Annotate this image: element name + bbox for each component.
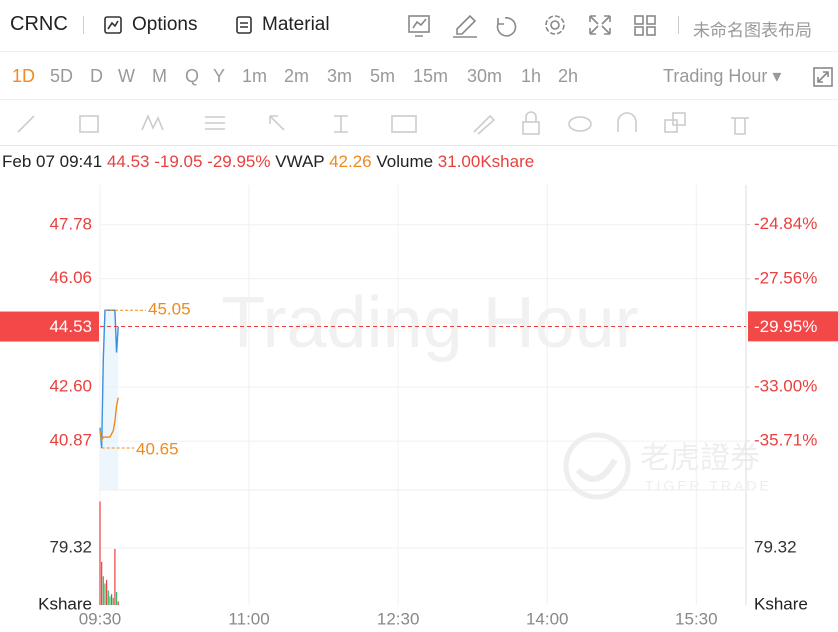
layout-icon[interactable] <box>634 15 656 36</box>
volume-bar <box>101 561 103 605</box>
quote-change: -19.05 <box>154 152 203 171</box>
period-option[interactable]: D <box>90 66 103 86</box>
draw-icon[interactable] <box>453 14 477 38</box>
volume-value: 31.00Kshare <box>437 152 535 171</box>
symbol[interactable]: CRNC <box>10 13 68 35</box>
current-pct-label: -29.95% <box>754 317 817 336</box>
volume-unit: Kshare <box>754 594 808 613</box>
vwap-value: 42.26 <box>329 152 372 171</box>
price-line <box>99 309 119 449</box>
x-tick-label: 09:30 <box>79 609 122 628</box>
x-tick-label: 12:30 <box>377 609 420 628</box>
volume-bar <box>109 596 111 605</box>
fullscreen-icon[interactable] <box>589 15 611 35</box>
period-option[interactable]: 1D <box>12 66 36 86</box>
session-label: Trading Hour <box>663 66 768 86</box>
chart-icon[interactable] <box>408 15 430 37</box>
period-option[interactable]: 15m <box>413 66 449 86</box>
y-tick-label: 46.06 <box>49 268 92 287</box>
period-option[interactable]: 2m <box>284 66 310 86</box>
settings-icon[interactable] <box>545 15 565 35</box>
options-button[interactable]: Options <box>132 14 198 35</box>
options-icon <box>104 16 122 34</box>
period-option[interactable]: M <box>152 66 167 86</box>
session-select[interactable]: Trading Hour ▾ <box>663 66 782 86</box>
low-label: 40.65 <box>136 440 179 459</box>
drawing-tools <box>0 100 838 146</box>
toolbar-icons <box>408 14 656 38</box>
expand-icon[interactable] <box>813 67 833 87</box>
layout-name[interactable]: 未命名图表布局 <box>693 21 812 40</box>
material-button[interactable]: Material <box>262 14 330 35</box>
quote-time: Feb 07 09:41 <box>2 152 103 171</box>
current-price-box <box>0 311 99 342</box>
volume-unit: Kshare <box>38 594 92 613</box>
period-option[interactable]: 1m <box>242 66 268 86</box>
volume-bar <box>107 590 109 605</box>
period-option[interactable]: Q <box>185 66 200 86</box>
y2-tick-label: -33.00% <box>754 377 817 396</box>
quote-change-pct: -29.95% <box>207 152 271 171</box>
brand-en: TIGER TRADE <box>645 478 772 494</box>
watermark: Trading Hour <box>221 283 639 363</box>
current-price-label: 44.53 <box>49 317 92 336</box>
vwap-label: VWAP <box>275 152 325 171</box>
period-option[interactable]: W <box>118 66 135 86</box>
brand-logo: 老虎證券 TIGER TRADE <box>563 432 772 500</box>
y2-tick-label: -27.56% <box>754 268 817 287</box>
volume-bar <box>102 576 104 605</box>
volume-tick-label: 79.32 <box>49 537 92 556</box>
period-option[interactable]: 5m <box>370 66 396 86</box>
drawing-tool-icons <box>17 111 749 135</box>
reset-icon[interactable] <box>496 17 517 37</box>
x-tick-label: 15:30 <box>675 609 718 628</box>
vwap-line <box>99 397 119 443</box>
y-tick-label: 42.60 <box>49 376 92 395</box>
y2-tick-label: -35.71% <box>754 431 817 450</box>
separator <box>678 16 679 34</box>
separator <box>83 16 84 34</box>
quote-line: Feb 07 09:41 44.53 -19.05 -29.95% VWAP 4… <box>2 152 838 180</box>
volume-bar <box>110 594 113 605</box>
volume-bar <box>115 592 118 605</box>
volume-bar <box>106 579 108 605</box>
high-label: 45.05 <box>148 300 191 319</box>
volume-bar <box>117 601 119 605</box>
top-toolbar: CRNC Options Material 未命名图表布局 <box>0 0 838 52</box>
volume-label: Volume <box>376 152 434 171</box>
volume-bar <box>104 583 106 605</box>
period-option[interactable]: 30m <box>467 66 503 86</box>
y-tick-label: 40.87 <box>49 431 92 450</box>
brand-cn: 老虎證券 <box>640 442 760 475</box>
period-option[interactable]: 3m <box>327 66 353 86</box>
period-option[interactable]: Y <box>213 66 226 86</box>
period-option[interactable]: 1h <box>521 66 542 86</box>
period-option[interactable]: 2h <box>558 66 579 86</box>
volume-bar <box>114 548 116 605</box>
volume-tick-label: 79.32 <box>754 537 797 556</box>
material-icon <box>236 16 252 34</box>
period-option[interactable]: 5D <box>50 66 74 86</box>
price-area <box>100 310 119 490</box>
y2-tick-label: -24.84% <box>754 214 817 233</box>
current-pct-box <box>748 311 838 342</box>
quote-price: 44.53 <box>106 152 150 171</box>
volume-bar <box>112 597 114 605</box>
y-tick-label: 47.78 <box>49 214 92 233</box>
x-tick-label: 14:00 <box>526 609 569 628</box>
volume-bar <box>99 501 101 605</box>
x-tick-label: 11:00 <box>228 609 269 628</box>
period-bar: Trading Hour ▾ 1D 5D D W M Q Y 1m 2m 3m 5m 15m 30m 1h… <box>0 52 838 100</box>
